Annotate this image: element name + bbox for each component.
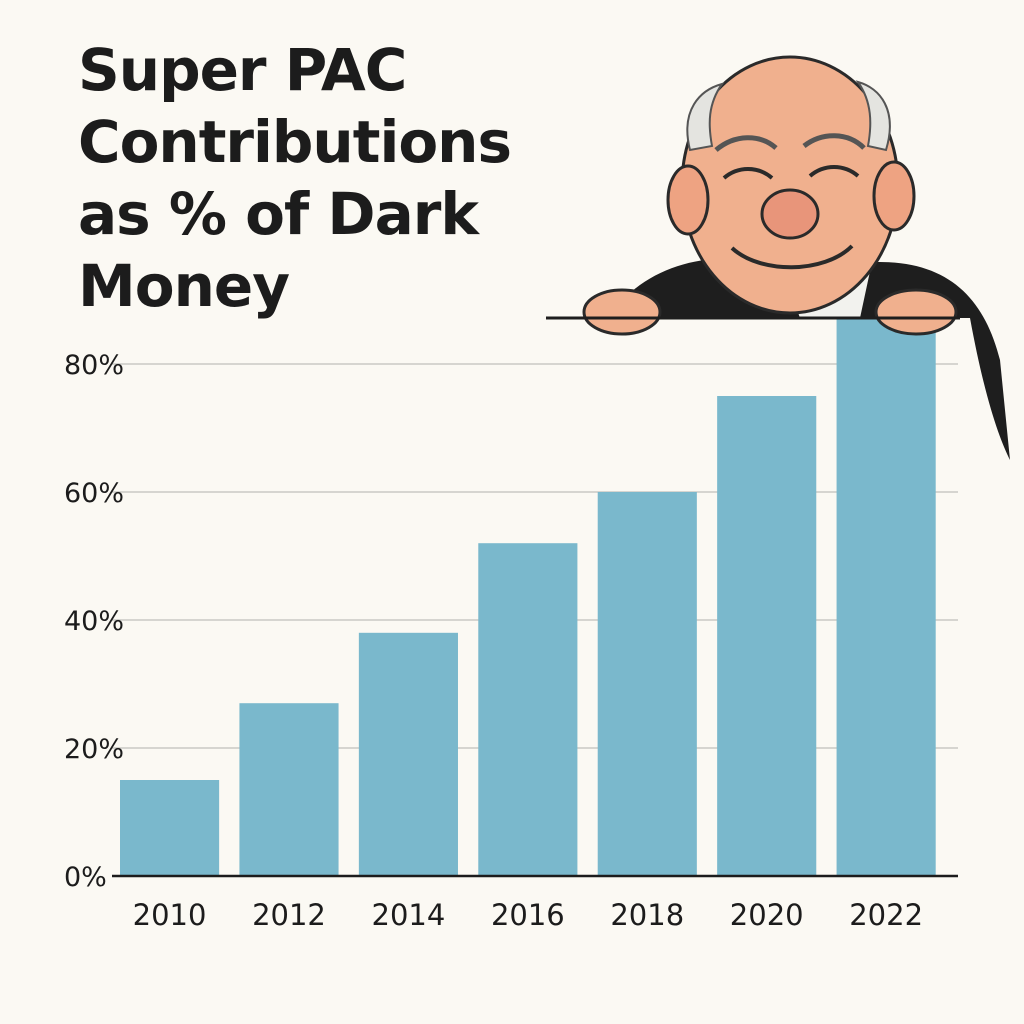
chart-title: Super PAC Contributions as % of Dark Mon… bbox=[78, 36, 512, 320]
y-tick-label: 80% bbox=[64, 350, 124, 381]
x-tick-label: 2020 bbox=[730, 898, 804, 932]
bar-2012 bbox=[239, 703, 339, 876]
x-tick-label: 2014 bbox=[372, 898, 446, 932]
bar-2020 bbox=[717, 396, 817, 876]
x-tick-label: 2018 bbox=[610, 898, 684, 932]
x-tick-label: 2022 bbox=[849, 898, 923, 932]
nose bbox=[760, 188, 820, 240]
x-tick-labels: 2010 2012 2014 2016 2018 2020 2022 bbox=[133, 898, 923, 932]
y-tick-labels: 0% 20% 40% 60% 80% bbox=[64, 350, 124, 893]
bar-2016 bbox=[478, 543, 578, 876]
x-tick-label: 2012 bbox=[252, 898, 326, 932]
right-eye bbox=[808, 165, 860, 178]
peeking-man-illustration bbox=[546, 55, 1010, 460]
bar-2022 bbox=[836, 319, 936, 876]
bar-2014 bbox=[358, 632, 458, 876]
hair-left bbox=[686, 82, 725, 152]
y-tick-label: 20% bbox=[64, 734, 124, 765]
bar-2010 bbox=[120, 780, 220, 876]
hair-right bbox=[855, 80, 891, 152]
left-brow bbox=[714, 135, 778, 152]
left-eye bbox=[722, 167, 774, 180]
bar-2018 bbox=[597, 492, 697, 876]
right-hand bbox=[874, 288, 958, 336]
y-tick-label: 40% bbox=[64, 606, 124, 637]
right-ear bbox=[872, 160, 916, 232]
left-hand bbox=[582, 288, 662, 336]
left-ear bbox=[666, 164, 710, 236]
smile bbox=[730, 244, 854, 270]
x-tick-label: 2016 bbox=[491, 898, 565, 932]
x-tick-label: 2010 bbox=[133, 898, 207, 932]
y-tick-label: 60% bbox=[64, 478, 124, 509]
bars bbox=[112, 319, 958, 878]
y-tick-label: 0% bbox=[64, 862, 107, 893]
right-brow bbox=[802, 133, 866, 150]
